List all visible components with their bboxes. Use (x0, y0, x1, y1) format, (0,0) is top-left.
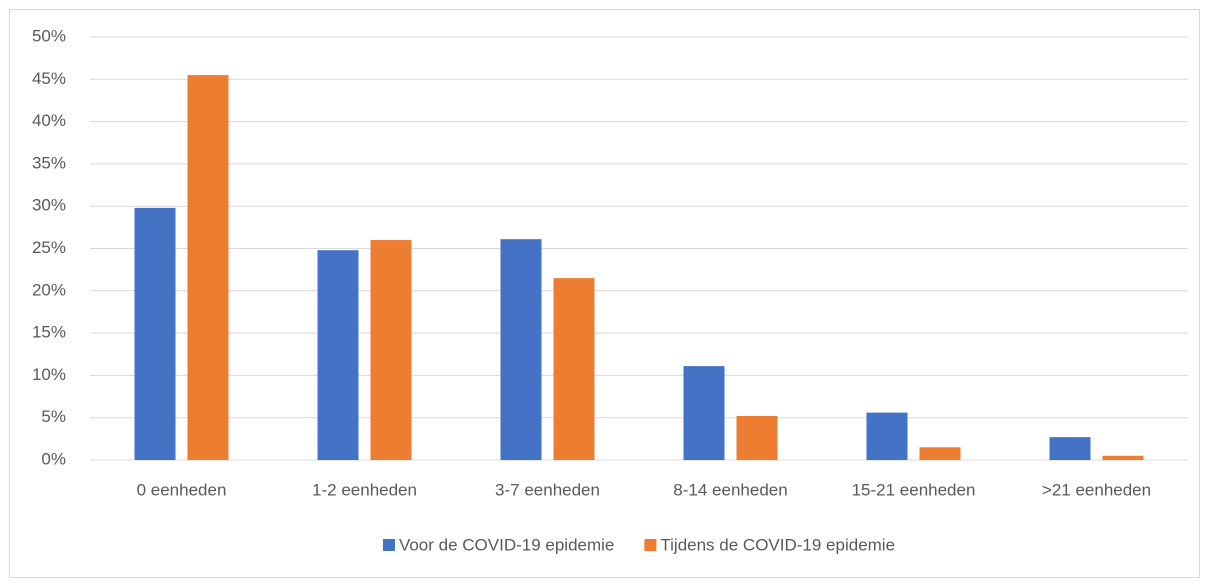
legend-label: Voor de COVID-19 epidemie (399, 535, 614, 554)
y-tick-label: 50% (32, 26, 66, 45)
legend-swatch (644, 539, 657, 551)
x-tick-label: >21 eenheden (1042, 480, 1151, 499)
y-tick-label: 35% (32, 153, 66, 172)
bar (736, 416, 778, 460)
bar (1049, 437, 1091, 460)
y-tick-label: 25% (32, 238, 66, 257)
y-tick-label: 20% (32, 280, 66, 299)
legend-swatch (382, 539, 395, 551)
bar (683, 366, 725, 460)
y-tick-label: 45% (32, 69, 66, 88)
bar (134, 207, 176, 460)
bar (500, 239, 542, 460)
y-tick-label: 10% (32, 365, 66, 384)
bar (553, 278, 595, 460)
y-tick-label: 15% (32, 323, 66, 342)
legend-label: Tijdens de COVID-19 epidemie (660, 535, 895, 554)
bar (317, 250, 359, 460)
bar (919, 447, 961, 460)
y-tick-label: 0% (41, 449, 66, 468)
x-tick-label: 8-14 eenheden (673, 480, 787, 499)
y-tick-label: 40% (32, 111, 66, 130)
bar (1102, 455, 1144, 460)
bar (187, 75, 229, 460)
y-tick-label: 30% (32, 196, 66, 215)
bar (866, 412, 908, 460)
bar (370, 240, 412, 460)
x-tick-label: 15-21 eenheden (852, 480, 976, 499)
y-tick-label: 5% (41, 407, 66, 426)
x-tick-label: 0 eenheden (137, 480, 227, 499)
x-tick-label: 3-7 eenheden (495, 480, 600, 499)
x-tick-label: 1-2 eenheden (312, 480, 417, 499)
